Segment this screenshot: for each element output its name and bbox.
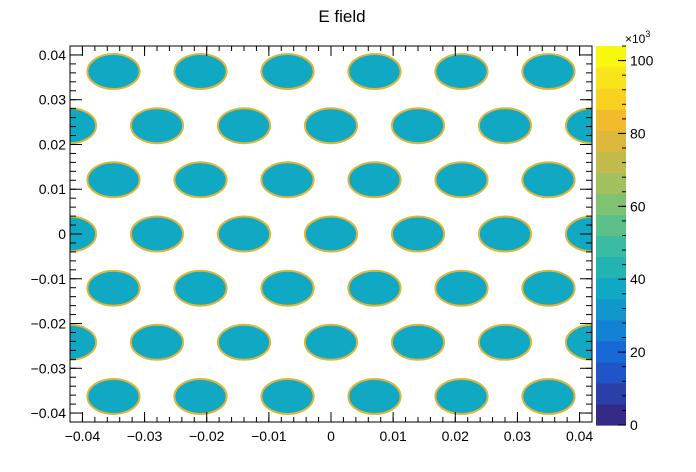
colorbar-multiplier-exponent: 3 (645, 29, 650, 39)
hole-field-cell (216, 215, 272, 253)
hole-field-cell (260, 161, 315, 199)
hole-field-cell (347, 378, 402, 415)
hole-field-cell (477, 215, 533, 253)
hole-field-cell (129, 107, 185, 145)
colorbar-swatch (596, 193, 626, 216)
hole-field-cell (129, 323, 185, 361)
colorbar-tick-label: 40 (630, 271, 646, 287)
hole-field-cell (173, 269, 228, 307)
hole-field-cell (521, 53, 576, 90)
hole-field-cell (434, 53, 489, 90)
colorbar-tick-label: 20 (630, 344, 646, 360)
colorbar-swatch (596, 214, 626, 237)
chart-title: E field (318, 7, 365, 26)
hole-field-cell (521, 269, 576, 307)
colorbar-swatch (596, 340, 626, 363)
colorbar-tick-label: 60 (630, 198, 646, 214)
hole-field-cell (564, 323, 592, 361)
x-axis: −0.04 −0.03 −0.02 −0.01 0 0.01 0.02 0.03 0.04 (65, 46, 593, 444)
colorbar-swatch (596, 235, 626, 258)
colorbar-swatch (596, 256, 626, 279)
hole-field-cell (173, 161, 228, 199)
hole-field-cell (347, 53, 402, 90)
hole-field-cell (86, 378, 141, 415)
colorbar-swatch (596, 403, 626, 426)
colorbar-swatch (596, 130, 626, 152)
hole-field-cell (521, 161, 576, 199)
hole-field-cell (86, 53, 141, 90)
hole-field-cell (434, 161, 489, 199)
hole-field-cell (347, 269, 402, 307)
y-tick-label: 0.02 (39, 136, 66, 152)
y-tick-label: −0.04 (31, 405, 67, 421)
hole-field-cell (390, 215, 446, 253)
y-tick-label: −0.03 (31, 360, 67, 376)
hole-field-cell (564, 215, 592, 253)
y-tick-label: −0.01 (31, 271, 67, 287)
colorbar-tick-label: 100 (630, 53, 654, 69)
colorbar-multiplier: ×103 (625, 29, 650, 46)
x-tick-label: 0.02 (442, 428, 469, 444)
hole-field-cell (347, 161, 402, 199)
hole-field-cell (216, 323, 272, 361)
y-tick-label: 0.04 (39, 47, 66, 63)
x-tick-label: −0.02 (189, 428, 225, 444)
hole-field-cell (521, 378, 576, 415)
colorbar-tick-label: 0 (630, 417, 638, 433)
colorbar-swatch (596, 298, 626, 321)
x-tick-label: 0.03 (504, 428, 531, 444)
hole-field-cell (477, 107, 533, 145)
hole-field-cell (477, 323, 533, 361)
hole-field-cell (303, 215, 359, 253)
hole-field-cell (434, 378, 489, 415)
x-tick-label: 0.04 (566, 428, 593, 444)
hole-field-cell (260, 269, 315, 307)
x-tick-label: 0 (327, 428, 335, 444)
x-tick-label: 0.01 (380, 428, 407, 444)
x-tick-label: −0.01 (251, 428, 287, 444)
hole-field-cell (260, 378, 315, 415)
hole-pattern (70, 53, 592, 415)
colorbar-swatch (596, 109, 626, 131)
hole-field-cell (173, 378, 228, 415)
colorbar-swatch (596, 46, 626, 68)
y-tick-label: 0 (58, 226, 66, 242)
hole-field-cell (86, 161, 141, 199)
colorbar-swatch (596, 382, 626, 405)
hole-field-cell (216, 107, 272, 145)
hole-field-cell (129, 215, 185, 253)
hole-field-cell (260, 53, 315, 90)
colorbar-swatch (596, 172, 626, 194)
colorbar-swatch (596, 319, 626, 342)
colorbar-swatch (596, 67, 626, 89)
colorbar-swatch (596, 361, 626, 384)
y-axis: −0.04 −0.03 −0.02 −0.01 0 0.01 0.02 0.03 0.04 (31, 45, 592, 423)
colorbar-swatch (596, 88, 626, 110)
x-tick-label: −0.04 (65, 428, 101, 444)
hole-field-cell (564, 107, 592, 145)
hole-field-cell (434, 269, 489, 307)
y-tick-label: 0.01 (39, 181, 66, 197)
hole-field-cell (303, 107, 359, 145)
colorbar-multiplier-base: ×10 (625, 32, 646, 46)
y-tick-label: −0.02 (31, 316, 67, 332)
hole-field-cell (390, 323, 446, 361)
colorbar-tick-label: 80 (630, 125, 646, 141)
hole-field-cell (86, 269, 141, 307)
hole-field-cell (173, 53, 228, 90)
colorbar-swatch (596, 151, 626, 173)
x-tick-label: −0.03 (127, 428, 163, 444)
colorbar: 0 20 40 60 80 100 (596, 45, 654, 433)
y-tick-label: 0.03 (39, 92, 66, 108)
hole-field-cell (303, 323, 359, 361)
colorbar-swatch (596, 277, 626, 300)
hole-field-cell (390, 107, 446, 145)
